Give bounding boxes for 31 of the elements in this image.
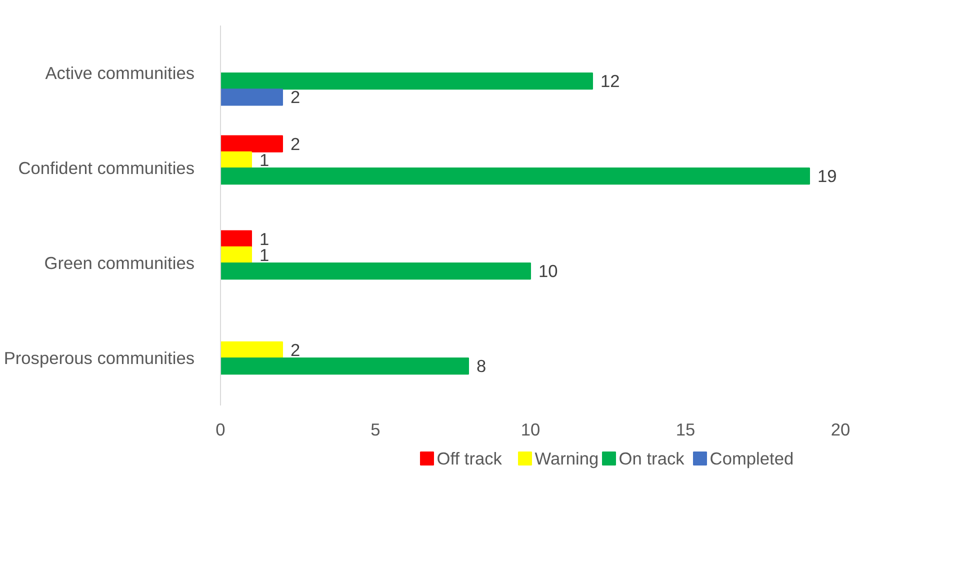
data-label: 12 — [600, 71, 620, 92]
legend-label: Off track — [436, 448, 502, 468]
bar — [220, 168, 810, 185]
x-tick-label: 10 — [520, 420, 540, 440]
bar — [220, 358, 469, 375]
bar — [220, 135, 283, 152]
y-tick-label: Green communities — [44, 253, 195, 273]
x-tick-label: 5 — [370, 420, 380, 440]
y-tick-label: Confident communities — [18, 158, 195, 178]
bar — [220, 72, 593, 90]
x-tick-label: 20 — [830, 420, 850, 440]
data-label: 2 — [290, 87, 300, 108]
bar — [220, 246, 252, 264]
legend-label: Warning — [534, 448, 599, 468]
data-label: 2 — [290, 340, 300, 360]
bar — [220, 262, 531, 280]
bar — [220, 88, 283, 106]
legend-label: On track — [618, 448, 685, 468]
bar — [220, 151, 252, 168]
data-label: 19 — [818, 166, 837, 186]
bar — [220, 230, 252, 248]
data-label: 2 — [290, 134, 300, 154]
legend-label: Completed — [710, 448, 794, 468]
x-tick-label: 0 — [216, 420, 226, 440]
bar — [220, 341, 283, 358]
data-label: 8 — [476, 356, 486, 376]
data-label: 10 — [538, 261, 558, 282]
data-label: 1 — [260, 150, 270, 170]
x-tick-label: 15 — [676, 420, 696, 440]
y-tick-label: Active communities — [45, 63, 195, 83]
y-tick-label: Prosperous communities — [4, 348, 195, 368]
